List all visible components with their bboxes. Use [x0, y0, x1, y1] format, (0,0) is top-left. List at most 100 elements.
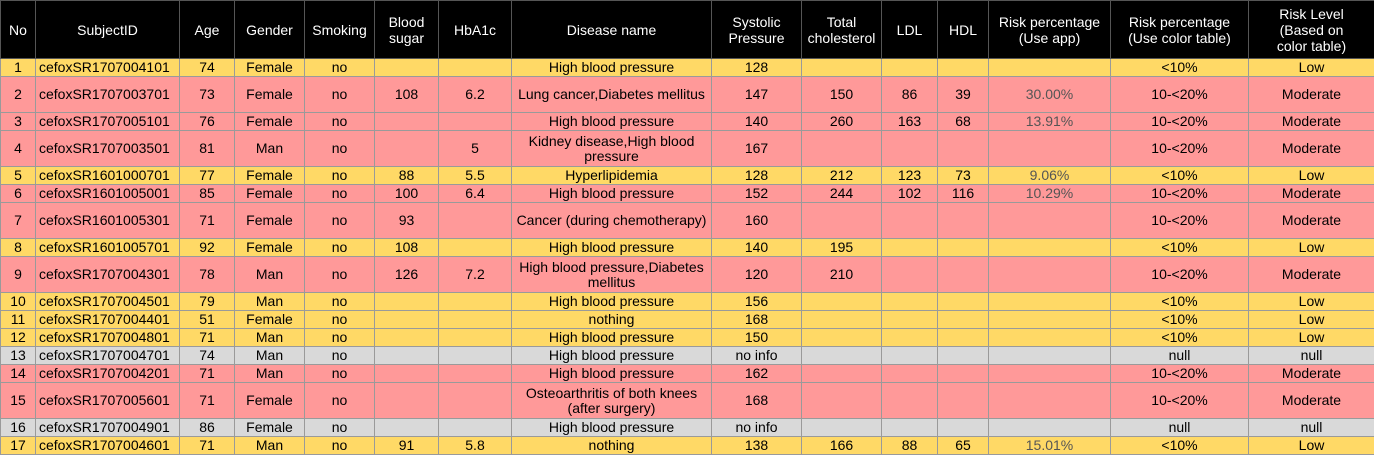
cell-gender: Female: [234, 310, 305, 329]
cell-smoking: no: [304, 328, 375, 347]
cell-smoking: no: [304, 256, 375, 293]
cell-risk-level: Low: [1248, 328, 1374, 347]
cell-subject-id: cefoxSR1601000701: [35, 166, 180, 185]
cell-gender: Man: [234, 436, 305, 455]
cell-risk-level: null: [1248, 346, 1374, 365]
cell-gender: Female: [234, 112, 305, 131]
cell-smoking: no: [304, 184, 375, 203]
cell-disease-name: High blood pressure: [511, 346, 712, 365]
cell-disease-name: Lung cancer,Diabetes mellitus: [511, 76, 712, 113]
cell-age: 74: [179, 346, 235, 365]
cell-hdl: 65: [937, 436, 989, 455]
header-no: No: [0, 0, 36, 59]
cell-age: 71: [179, 382, 235, 419]
cell-risk-level: Low: [1248, 238, 1374, 257]
cell-total-cholesterol: 212: [801, 166, 882, 185]
cell-blood-sugar: 88: [374, 166, 439, 185]
cell-disease-name: nothing: [511, 310, 712, 329]
cell-gender: Female: [234, 184, 305, 203]
table-row: 12 cefoxSR1707004801 71 Man no High blood pre…: [0, 328, 1374, 347]
cell-subject-id: cefoxSR1707004701: [35, 346, 180, 365]
cell-risk-level: Moderate: [1248, 184, 1374, 203]
cell-risk-table: 10-<20%: [1110, 130, 1249, 167]
cell-total-cholesterol: [801, 364, 882, 383]
cell-systolic-pressure: 140: [711, 238, 802, 257]
cell-no: 8: [0, 238, 36, 257]
header-blood-sugar: Blood sugar: [374, 0, 439, 59]
cell-smoking: no: [304, 310, 375, 329]
cell-hba1c: 5: [438, 130, 512, 167]
cell-age: 92: [179, 238, 235, 257]
cell-ldl: 102: [881, 184, 938, 203]
cell-blood-sugar: [374, 364, 439, 383]
cell-systolic-pressure: 128: [711, 58, 802, 77]
cell-hba1c: 6.4: [438, 184, 512, 203]
cell-risk-table: 10-<20%: [1110, 256, 1249, 293]
cell-hba1c: [438, 382, 512, 419]
cell-disease-name: High blood pressure: [511, 112, 712, 131]
cell-no: 12: [0, 328, 36, 347]
cell-blood-sugar: 93: [374, 202, 439, 239]
cell-gender: Man: [234, 364, 305, 383]
cell-risk-level: Moderate: [1248, 202, 1374, 239]
cell-no: 3: [0, 112, 36, 131]
cell-no: 4: [0, 130, 36, 167]
cell-disease-name: Osteoarthritis of both knees (after surg…: [511, 382, 712, 419]
cell-total-cholesterol: [801, 202, 882, 239]
cell-hdl: [937, 310, 989, 329]
cell-risk-app: [988, 256, 1111, 293]
cell-risk-level: Moderate: [1248, 256, 1374, 293]
cell-gender: Female: [234, 238, 305, 257]
cell-blood-sugar: [374, 382, 439, 419]
cell-hdl: [937, 418, 989, 437]
cell-risk-table: <10%: [1110, 328, 1249, 347]
cell-disease-name: High blood pressure: [511, 238, 712, 257]
cell-hba1c: 5.5: [438, 166, 512, 185]
cell-hdl: [937, 202, 989, 239]
cell-risk-level: Moderate: [1248, 382, 1374, 419]
cell-total-cholesterol: 150: [801, 76, 882, 113]
cell-risk-app: [988, 292, 1111, 311]
table-row: 15 cefoxSR1707005601 71 Female no Osteoarthri…: [0, 382, 1374, 419]
cell-systolic-pressure: 128: [711, 166, 802, 185]
cell-hdl: [937, 346, 989, 365]
cell-gender: Female: [234, 382, 305, 419]
cell-blood-sugar: 91: [374, 436, 439, 455]
table-row: 1 cefoxSR1707004101 74 Female no High blood p…: [0, 58, 1374, 77]
cell-subject-id: cefoxSR1707004401: [35, 310, 180, 329]
cell-blood-sugar: [374, 418, 439, 437]
cell-disease-name: High blood pressure: [511, 292, 712, 311]
cell-total-cholesterol: [801, 130, 882, 167]
header-age: Age: [179, 0, 235, 59]
table-row: 2 cefoxSR1707003701 73 Female no 108 6.2 Lung c…: [0, 76, 1374, 113]
cell-risk-table: <10%: [1110, 238, 1249, 257]
cell-risk-table: <10%: [1110, 436, 1249, 455]
cell-ldl: [881, 310, 938, 329]
cell-disease-name: Hyperlipidemia: [511, 166, 712, 185]
cell-gender: Female: [234, 418, 305, 437]
cell-blood-sugar: 108: [374, 238, 439, 257]
cell-hdl: 68: [937, 112, 989, 131]
cell-hba1c: [438, 112, 512, 131]
cell-age: 79: [179, 292, 235, 311]
cell-ldl: [881, 202, 938, 239]
cell-risk-table: 10-<20%: [1110, 382, 1249, 419]
cell-ldl: 163: [881, 112, 938, 131]
cell-no: 14: [0, 364, 36, 383]
cell-no: 17: [0, 436, 36, 455]
cell-ldl: [881, 364, 938, 383]
table-row: 8 cefoxSR1601005701 92 Female no 108 High bloo…: [0, 238, 1374, 257]
cell-no: 10: [0, 292, 36, 311]
cell-hba1c: [438, 58, 512, 77]
table-row: 6 cefoxSR1601005001 85 Female no 100 6.4 High b…: [0, 184, 1374, 203]
cell-hba1c: [438, 238, 512, 257]
cell-systolic-pressure: 147: [711, 76, 802, 113]
cell-risk-table: 10-<20%: [1110, 364, 1249, 383]
cell-disease-name: High blood pressure: [511, 418, 712, 437]
cell-age: 78: [179, 256, 235, 293]
cell-smoking: no: [304, 166, 375, 185]
cell-age: 71: [179, 328, 235, 347]
cell-hba1c: 5.8: [438, 436, 512, 455]
table-row: 5 cefoxSR1601000701 77 Female no 88 5.5 Hyperli…: [0, 166, 1374, 185]
cell-risk-app: [988, 364, 1111, 383]
